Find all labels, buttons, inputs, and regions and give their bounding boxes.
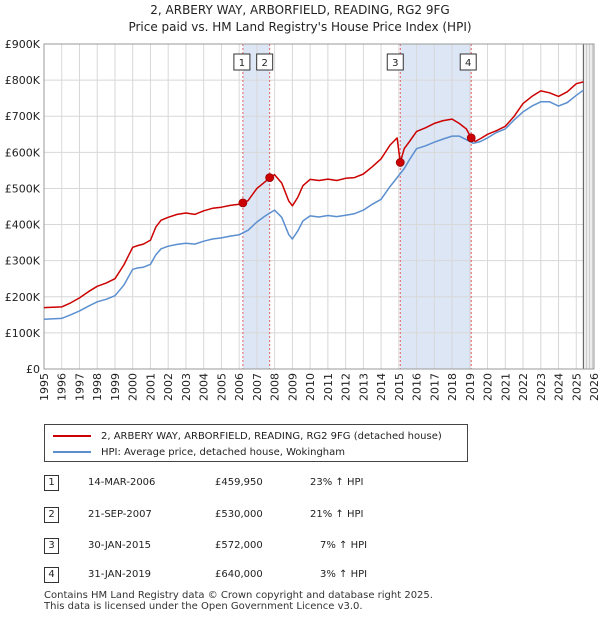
sale-point	[466, 133, 476, 143]
transaction-box	[386, 53, 404, 71]
transaction-box-label: 4	[465, 58, 471, 69]
x-tick-label: 2021	[499, 373, 512, 401]
transaction-date: 21-SEP-2007	[88, 509, 152, 520]
series-line-hpi	[43, 89, 584, 320]
legend-label-property: 2, ARBERY WAY, ARBORFIELD, READING, RG2 …	[101, 430, 442, 442]
x-tick-label: 2024	[553, 373, 566, 401]
ownership-span	[242, 44, 270, 369]
x-tick-label: 1995	[38, 373, 51, 401]
footer: Contains HM Land Registry data © Crown c…	[44, 590, 433, 612]
x-tick-label: 2018	[446, 373, 459, 401]
x-tick-label: 1999	[109, 373, 122, 401]
legend-item-property: 2, ARBERY WAY, ARBORFIELD, READING, RG2 …	[53, 429, 442, 443]
x-tick-label: 2003	[180, 373, 193, 401]
x-tick-label: 2026	[588, 373, 600, 401]
y-tick-label: £300K	[5, 255, 41, 268]
transaction-number: 1	[44, 475, 59, 491]
x-tick-label: 2025	[570, 373, 583, 401]
footer-copyright: Contains HM Land Registry data © Crown c…	[44, 590, 433, 601]
x-tick-label: 2010	[304, 373, 317, 401]
x-tick-label: 1997	[73, 373, 86, 401]
x-tick-label: 2023	[535, 373, 548, 401]
x-tick-label: 2013	[357, 373, 370, 401]
transaction-hpi-change: 21% ↑ HPI	[310, 509, 364, 520]
x-tick-label: 2009	[286, 373, 299, 401]
y-tick-label: £900K	[5, 38, 41, 51]
y-tick-label: £100K	[5, 327, 41, 340]
transaction-number: 2	[44, 507, 59, 523]
ownership-span	[400, 44, 472, 369]
transaction-hpi-change: 7% ↑ HPI	[320, 540, 368, 551]
legend: 2, ARBERY WAY, ARBORFIELD, READING, RG2 …	[44, 424, 468, 462]
transaction-price: £459,950	[215, 477, 263, 488]
legend-label-hpi: HPI: Average price, detached house, Woki…	[101, 446, 345, 458]
x-tick-label: 2001	[144, 373, 157, 401]
series-line-property	[43, 81, 584, 309]
x-tick-label: 2022	[517, 373, 530, 401]
x-tick-label: 2008	[269, 373, 282, 401]
transaction-date: 30-JAN-2015	[88, 540, 152, 551]
legend-swatch-property	[53, 435, 91, 437]
sale-point	[265, 173, 275, 183]
sale-point	[395, 158, 405, 167]
transaction-price: £572,000	[215, 540, 263, 551]
transaction-box	[256, 53, 274, 71]
x-tick-label: 1998	[91, 373, 104, 401]
transaction-price: £640,000	[215, 569, 263, 580]
x-tick-label: 1996	[56, 373, 69, 401]
transaction-box-label: 1	[239, 58, 245, 69]
chart-title-line1: 2, ARBERY WAY, ARBORFIELD, READING, RG2 …	[150, 3, 450, 17]
transaction-box-label: 3	[392, 58, 398, 69]
plot-area	[44, 44, 594, 369]
transaction-hpi-change: 3% ↑ HPI	[320, 569, 368, 580]
x-tick-label: 2019	[464, 373, 477, 401]
y-tick-label: £700K	[5, 110, 41, 123]
x-tick-label: 2017	[428, 373, 441, 401]
y-tick-label: £800K	[5, 74, 41, 87]
transaction-number: 3	[44, 538, 59, 554]
x-tick-label: 2004	[198, 373, 211, 401]
x-tick-label: 2016	[411, 373, 424, 401]
x-tick-label: 2014	[375, 373, 388, 401]
transaction-box	[459, 53, 477, 71]
plot-border	[43, 43, 595, 370]
legend-item-hpi: HPI: Average price, detached house, Woki…	[53, 445, 345, 459]
transaction-hpi-change: 23% ↑ HPI	[310, 477, 364, 488]
x-tick-label: 2020	[482, 373, 495, 401]
transaction-box	[233, 53, 251, 71]
x-tick-label: 2000	[127, 373, 140, 401]
x-tick-label: 2006	[233, 373, 246, 401]
x-tick-label: 2011	[322, 373, 335, 401]
forecast-region	[583, 44, 594, 369]
legend-swatch-hpi	[53, 451, 91, 453]
transaction-number: 4	[44, 567, 59, 583]
price-chart: 1 2 3 4 £0 £100K £200K £300K £400K £500K £600K £700…	[5, 38, 600, 401]
transaction-date: 14-MAR-2006	[88, 477, 156, 488]
x-tick-label: 2007	[251, 373, 264, 401]
x-tick-label: 2002	[162, 373, 175, 401]
sale-point	[238, 198, 248, 208]
y-tick-label: £500K	[5, 182, 41, 195]
x-tick-label: 2012	[340, 373, 353, 401]
y-tick-label: £400K	[5, 219, 41, 232]
x-tick-label: 2005	[215, 373, 228, 401]
y-tick-label: £600K	[5, 146, 41, 159]
footer-licence: This data is licensed under the Open Gov…	[44, 601, 363, 612]
y-tick-label: £200K	[5, 291, 41, 304]
transaction-date: 31-JAN-2019	[88, 569, 152, 580]
y-tick-label: £0	[26, 363, 40, 376]
transaction-price: £530,000	[215, 509, 263, 520]
chart-title-line2: Price paid vs. HM Land Registry's House …	[128, 20, 472, 34]
x-tick-label: 2015	[393, 373, 406, 401]
transaction-box-label: 2	[261, 58, 267, 69]
